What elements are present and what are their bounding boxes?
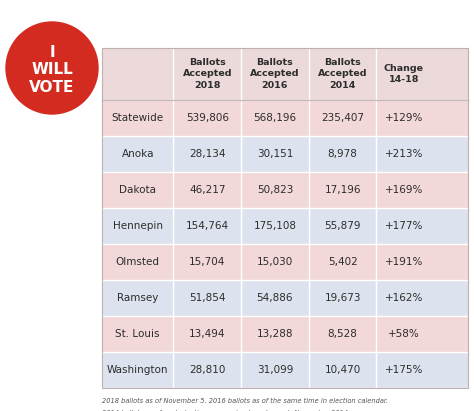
Text: 8,528: 8,528 xyxy=(328,329,357,339)
Text: 46,217: 46,217 xyxy=(189,185,226,195)
Text: Statewide: Statewide xyxy=(111,113,164,123)
Text: Anoka: Anoka xyxy=(121,149,154,159)
Bar xyxy=(102,48,468,100)
Circle shape xyxy=(6,22,98,114)
Bar xyxy=(102,244,468,280)
Bar xyxy=(102,48,468,388)
Text: Dakota: Dakota xyxy=(119,185,156,195)
Text: 54,886: 54,886 xyxy=(257,293,293,303)
Bar xyxy=(102,280,468,316)
Text: 568,196: 568,196 xyxy=(254,113,297,123)
Text: St. Louis: St. Louis xyxy=(116,329,160,339)
Text: 19,673: 19,673 xyxy=(324,293,361,303)
Text: +58%: +58% xyxy=(388,329,420,339)
Text: 5,402: 5,402 xyxy=(328,257,357,267)
Text: Hennepin: Hennepin xyxy=(113,221,163,231)
Bar xyxy=(102,208,468,244)
Bar xyxy=(102,100,468,136)
Bar xyxy=(102,352,468,388)
Text: I
WILL
VOTE: I WILL VOTE xyxy=(29,45,75,95)
Text: 8,978: 8,978 xyxy=(328,149,357,159)
Text: 51,854: 51,854 xyxy=(189,293,226,303)
Text: +169%: +169% xyxy=(385,185,423,195)
Text: 15,030: 15,030 xyxy=(257,257,293,267)
Text: Ballots
Accepted
2016: Ballots Accepted 2016 xyxy=(250,58,300,90)
Text: Olmsted: Olmsted xyxy=(116,257,160,267)
Text: +129%: +129% xyxy=(385,113,423,123)
Text: +175%: +175% xyxy=(385,365,423,375)
Text: 50,823: 50,823 xyxy=(257,185,293,195)
Text: 13,288: 13,288 xyxy=(257,329,293,339)
Bar xyxy=(102,172,468,208)
Bar xyxy=(102,136,468,172)
Text: +177%: +177% xyxy=(385,221,423,231)
Text: 30,151: 30,151 xyxy=(257,149,293,159)
Text: 28,134: 28,134 xyxy=(189,149,226,159)
Text: 235,407: 235,407 xyxy=(321,113,364,123)
Text: Ballots
Accepted
2018: Ballots Accepted 2018 xyxy=(182,58,232,90)
Text: +162%: +162% xyxy=(385,293,423,303)
Text: 154,764: 154,764 xyxy=(186,221,229,231)
Text: 15,704: 15,704 xyxy=(189,257,226,267)
Text: Change
14-18: Change 14-18 xyxy=(384,64,424,84)
Text: 2014 ballots as of post-election canvassing board report, November 2014.: 2014 ballots as of post-election canvass… xyxy=(102,410,350,411)
Text: 13,494: 13,494 xyxy=(189,329,226,339)
Text: Washington: Washington xyxy=(107,365,168,375)
Bar xyxy=(102,316,468,352)
Text: +213%: +213% xyxy=(385,149,423,159)
Text: 10,470: 10,470 xyxy=(325,365,361,375)
Text: Ballots
Accepted
2014: Ballots Accepted 2014 xyxy=(318,58,367,90)
Text: +191%: +191% xyxy=(385,257,423,267)
Text: 17,196: 17,196 xyxy=(324,185,361,195)
Text: 175,108: 175,108 xyxy=(254,221,296,231)
Text: 28,810: 28,810 xyxy=(189,365,226,375)
Text: 2018 ballots as of November 5. 2016 ballots as of the same time in election cale: 2018 ballots as of November 5. 2016 ball… xyxy=(102,398,388,404)
Text: 539,806: 539,806 xyxy=(186,113,229,123)
Text: 31,099: 31,099 xyxy=(257,365,293,375)
Text: 55,879: 55,879 xyxy=(324,221,361,231)
Text: Ramsey: Ramsey xyxy=(117,293,158,303)
